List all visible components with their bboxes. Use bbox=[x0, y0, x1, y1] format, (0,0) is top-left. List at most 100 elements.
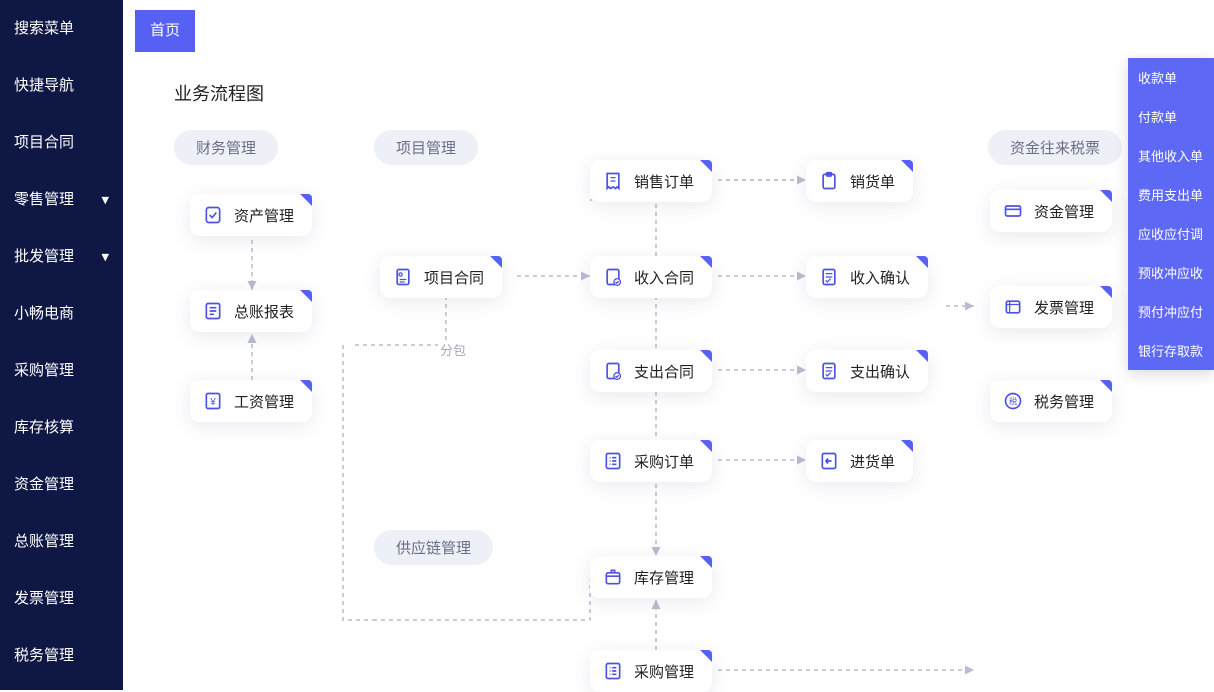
sidebar-item-11[interactable]: 税务管理 bbox=[0, 627, 123, 684]
flow-node-label: 工资管理 bbox=[234, 391, 294, 412]
sidebar-item-4[interactable]: 批发管理 ▾ bbox=[0, 228, 123, 285]
flow-node-label: 收入合同 bbox=[634, 267, 694, 288]
flow-node-label: 项目合同 bbox=[424, 267, 484, 288]
node-corner-indicator bbox=[700, 650, 712, 662]
sidebar-item-label: 小畅电商 bbox=[14, 305, 74, 322]
sidebar-item-8[interactable]: 资金管理 bbox=[0, 456, 123, 513]
flow-node-n_ledger[interactable]: 总账报表 bbox=[190, 290, 312, 332]
flow-node-label: 总账报表 bbox=[234, 301, 294, 322]
sidebar-item-10[interactable]: 发票管理 bbox=[0, 570, 123, 627]
flow-node-n_sales[interactable]: 销货单 bbox=[806, 160, 913, 202]
flow-node-n_sorder[interactable]: 销售订单 bbox=[590, 160, 712, 202]
node-corner-indicator bbox=[700, 440, 712, 452]
flow-node-label: 资产管理 bbox=[234, 205, 294, 226]
node-corner-indicator bbox=[916, 350, 928, 362]
sidebar-item-label: 搜索菜单 bbox=[14, 20, 74, 37]
flow-node-n_tax[interactable]: 税务管理 bbox=[990, 380, 1112, 422]
doc-check-icon bbox=[602, 360, 624, 382]
flow-node-n_income_r[interactable]: 收入确认 bbox=[806, 256, 928, 298]
sidebar-item-label: 批发管理 bbox=[14, 248, 74, 265]
flow-node-label: 发票管理 bbox=[1034, 297, 1094, 318]
flow-node-label: 支出确认 bbox=[850, 361, 910, 382]
sidebar-item-label: 税务管理 bbox=[14, 647, 74, 664]
sidebar-item-9[interactable]: 总账管理 bbox=[0, 513, 123, 570]
sidebar-item-1[interactable]: 快捷导航 bbox=[0, 57, 123, 114]
doc-tick-icon bbox=[818, 360, 840, 382]
flow-node-n_expend_c[interactable]: 支出合同 bbox=[590, 350, 712, 392]
flow-node-n_payroll[interactable]: 工资管理 bbox=[190, 380, 312, 422]
sidebar-item-label: 采购管理 bbox=[14, 362, 74, 379]
node-corner-indicator bbox=[1100, 190, 1112, 202]
floating-menu-item-1[interactable]: 付款单 bbox=[1128, 97, 1214, 136]
node-corner-indicator bbox=[700, 256, 712, 268]
page-title: 业务流程图 bbox=[174, 80, 264, 106]
sidebar-item-label: 项目合同 bbox=[14, 134, 74, 151]
floating-menu-item-4[interactable]: 应收应付调 bbox=[1128, 214, 1214, 253]
flow-node-n_asset[interactable]: 资产管理 bbox=[190, 194, 312, 236]
flow-node-n_project[interactable]: 项目合同 bbox=[380, 256, 502, 298]
flow-node-label: 销售订单 bbox=[634, 171, 694, 192]
flow-node-n_inbound[interactable]: 进货单 bbox=[806, 440, 913, 482]
tab-label: 首页 bbox=[150, 22, 180, 39]
sidebar-item-label: 发票管理 bbox=[14, 590, 74, 607]
node-corner-indicator bbox=[700, 556, 712, 568]
floating-menu-item-7[interactable]: 银行存取款 bbox=[1128, 331, 1214, 370]
sidebar-item-2[interactable]: 项目合同 bbox=[0, 114, 123, 171]
check-icon bbox=[202, 204, 224, 226]
doc-check-icon bbox=[602, 266, 624, 288]
chevron-down-icon: ▾ bbox=[101, 228, 109, 285]
sidebar-item-label: 库存核算 bbox=[14, 419, 74, 436]
floating-menu: 收款单付款单其他收入单费用支出单应收应付调预收冲应收预付冲应付银行存取款 bbox=[1128, 58, 1214, 370]
flow-node-n_fund[interactable]: 资金管理 bbox=[990, 190, 1112, 232]
tab-home[interactable]: 首页 bbox=[135, 10, 195, 52]
form-icon bbox=[202, 300, 224, 322]
flow-node-label: 库存管理 bbox=[634, 567, 694, 588]
sidebar: 搜索菜单快捷导航项目合同零售管理▾ 批发管理 ▾ 小畅电商采购管理库存核算资金管理总账… bbox=[0, 0, 123, 690]
doc-tick-icon bbox=[818, 266, 840, 288]
money-icon bbox=[202, 390, 224, 412]
doc-icon bbox=[392, 266, 414, 288]
node-corner-indicator bbox=[490, 256, 502, 268]
clipboard-icon bbox=[818, 170, 840, 192]
floating-menu-item-5[interactable]: 预收冲应收 bbox=[1128, 253, 1214, 292]
sidebar-item-0[interactable]: 搜索菜单 bbox=[0, 0, 123, 57]
flow-node-n_porder[interactable]: 采购订单 bbox=[590, 440, 712, 482]
flow-node-n_expend_r[interactable]: 支出确认 bbox=[806, 350, 928, 392]
node-corner-indicator bbox=[300, 380, 312, 392]
sidebar-item-label: 零售管理 bbox=[14, 191, 74, 208]
flow-node-label: 销货单 bbox=[850, 171, 895, 192]
sidebar-item-3[interactable]: 零售管理▾ bbox=[0, 171, 123, 228]
flow-node-n_stock[interactable]: 库存管理 bbox=[590, 556, 712, 598]
floating-menu-item-3[interactable]: 费用支出单 bbox=[1128, 175, 1214, 214]
invoice-icon bbox=[1002, 296, 1024, 318]
sidebar-item-7[interactable]: 库存核算 bbox=[0, 399, 123, 456]
flow-node-n_purchase[interactable]: 采购管理 bbox=[590, 650, 712, 692]
node-corner-indicator bbox=[700, 350, 712, 362]
node-corner-indicator bbox=[1100, 380, 1112, 392]
flow-node-label: 收入确认 bbox=[850, 267, 910, 288]
sidebar-item-label: 资金管理 bbox=[14, 476, 74, 493]
edge-label-subpackage: 分包 bbox=[438, 340, 468, 359]
floating-menu-item-6[interactable]: 预付冲应付 bbox=[1128, 292, 1214, 331]
section-pill-s0: 财务管理 bbox=[174, 130, 278, 165]
sidebar-item-label: 快捷导航 bbox=[14, 77, 74, 94]
node-corner-indicator bbox=[700, 160, 712, 172]
list-icon bbox=[602, 450, 624, 472]
flow-node-label: 采购管理 bbox=[634, 661, 694, 682]
flow-node-n_income_c[interactable]: 收入合同 bbox=[590, 256, 712, 298]
flow-node-label: 进货单 bbox=[850, 451, 895, 472]
floating-menu-item-0[interactable]: 收款单 bbox=[1128, 58, 1214, 97]
flow-node-n_invoice[interactable]: 发票管理 bbox=[990, 286, 1112, 328]
sidebar-item-label: 总账管理 bbox=[14, 533, 74, 550]
node-corner-indicator bbox=[901, 440, 913, 452]
sidebar-item-6[interactable]: 采购管理 bbox=[0, 342, 123, 399]
in-icon bbox=[818, 450, 840, 472]
floating-menu-item-2[interactable]: 其他收入单 bbox=[1128, 136, 1214, 175]
sidebar-item-5[interactable]: 小畅电商 bbox=[0, 285, 123, 342]
flow-node-label: 支出合同 bbox=[634, 361, 694, 382]
section-pill-s2: 供应链管理 bbox=[374, 530, 493, 565]
receipt-icon bbox=[602, 170, 624, 192]
section-pill-s3: 资金往来税票 bbox=[988, 130, 1122, 165]
flow-node-label: 税务管理 bbox=[1034, 391, 1094, 412]
node-corner-indicator bbox=[916, 256, 928, 268]
